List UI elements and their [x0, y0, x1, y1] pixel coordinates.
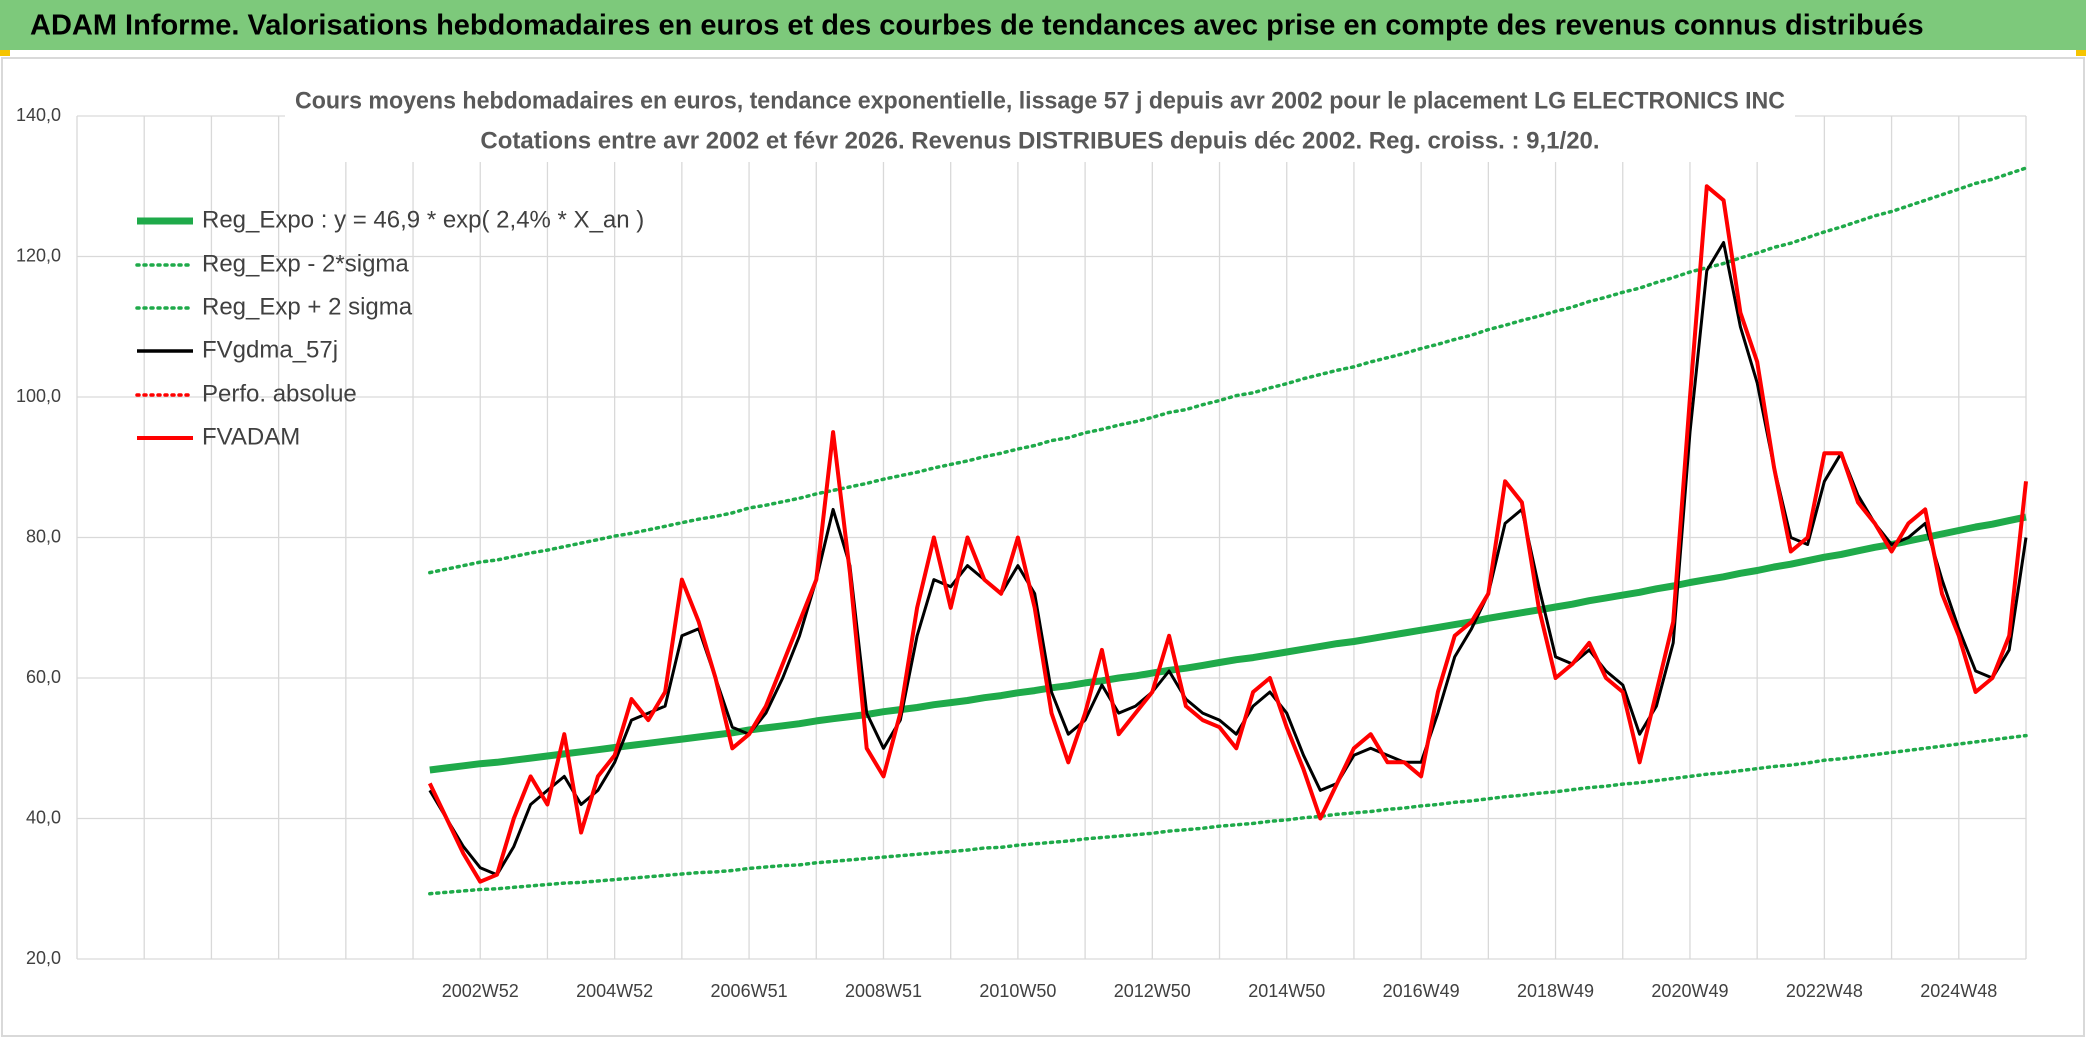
- legend-label: Reg_Exp - 2*sigma: [202, 250, 409, 277]
- x-tick-label: 2008W51: [845, 981, 922, 1001]
- y-tick-label: 20,0: [26, 948, 61, 968]
- legend-label: Reg_Exp + 2 sigma: [202, 293, 413, 320]
- series-line: [427, 184, 2028, 884]
- x-tick-label: 2020W49: [1651, 981, 1728, 1001]
- header-bar: [0, 0, 2086, 50]
- x-tick-label: 2022W48: [1786, 981, 1863, 1001]
- x-tick-label: 2018W49: [1517, 981, 1594, 1001]
- x-tick-label: 2010W50: [979, 981, 1056, 1001]
- chart-frame: [1, 57, 2085, 1037]
- x-tick-label: 2006W51: [711, 981, 788, 1001]
- y-tick-label: 60,0: [26, 667, 61, 687]
- series-line: [428, 733, 2028, 896]
- x-tick-label: 2004W52: [576, 981, 653, 1001]
- lines: [427, 166, 2028, 896]
- series-line: [428, 241, 2028, 877]
- series-line: [428, 166, 2028, 575]
- x-tick-label: 2016W49: [1383, 981, 1460, 1001]
- chart-title: Cours moyens hebdomadaires en euros, ten…: [295, 87, 1785, 114]
- legend-label: Reg_Expo : y = 46,9 * exp( 2,4% * X_an ): [202, 206, 644, 233]
- title-box: [285, 82, 1795, 162]
- chart-subtitle: Cotations entre avr 2002 et févr 2026. R…: [480, 127, 1599, 154]
- y-tick-label: 80,0: [26, 526, 61, 546]
- x-tick-label: 2024W48: [1920, 981, 1997, 1001]
- corner-mark: [0, 50, 10, 56]
- y-tick-label: 100,0: [16, 386, 61, 406]
- corner-mark: [2076, 50, 2086, 56]
- grid: 2002W52 2004W52 2006W51 2008W51 2010W50 2012W…: [16, 105, 2027, 1001]
- legend-label: Perfo. absolue: [202, 380, 357, 407]
- y-tick-label: 40,0: [26, 807, 61, 827]
- x-tick-label: 2012W50: [1114, 981, 1191, 1001]
- y-tick-label: 120,0: [16, 245, 61, 265]
- x-tick-label: 2002W52: [442, 981, 519, 1001]
- legend-label: FVgdma_57j: [202, 336, 338, 363]
- series-line: [429, 513, 2027, 774]
- legend-label: FVADAM: [202, 423, 300, 450]
- legend: Reg_Expo : y = 46,9 * exp( 2,4% * X_an )…: [135, 206, 644, 450]
- header-title: ADAM Informe. Valorisations hebdomadaire…: [30, 10, 1924, 42]
- x-tick-label: 2014W50: [1248, 981, 1325, 1001]
- y-tick-label: 140,0: [16, 105, 61, 125]
